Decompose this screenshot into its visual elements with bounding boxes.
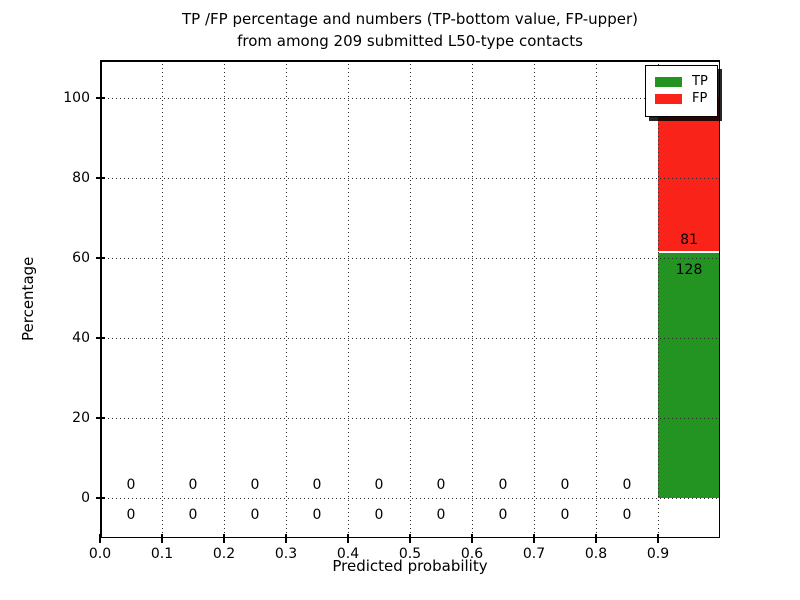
fp-count-label: 0	[436, 476, 446, 493]
tp-count-label: 0	[560, 507, 570, 524]
y-tick-label: 0	[81, 490, 90, 506]
fp-count-label: 0	[126, 476, 136, 493]
x-tick	[285, 533, 287, 543]
v-gridline	[595, 60, 597, 538]
x-tick-label: 0.3	[274, 546, 298, 562]
x-tick-label: 0.9	[646, 546, 670, 562]
v-gridline	[533, 60, 535, 538]
legend-swatch-tp	[655, 77, 682, 87]
fp-count-label: 81	[680, 231, 698, 248]
tp-count-label: 128	[675, 262, 703, 279]
chart-title-block: TP /FP percentage and numbers (TP-bottom…	[100, 8, 720, 52]
y-tick	[95, 417, 105, 419]
legend-label-fp: FP	[692, 91, 708, 106]
v-gridline	[285, 60, 287, 538]
tp-bar	[658, 253, 720, 498]
y-tick	[95, 177, 105, 179]
y-tick-label: 20	[72, 410, 90, 426]
y-tick	[95, 97, 105, 99]
tp-count-label: 0	[188, 507, 198, 524]
top-spine	[100, 60, 720, 62]
tp-count-label: 0	[436, 507, 446, 524]
tp-count-label: 0	[126, 507, 136, 524]
x-tick	[657, 533, 659, 543]
fp-bar	[658, 98, 720, 254]
x-tick-label: 0.7	[522, 546, 546, 562]
x-tick-label: 0.6	[460, 546, 484, 562]
y-tick-label: 100	[63, 90, 90, 106]
fp-count-label: 0	[498, 476, 508, 493]
fp-count-label: 0	[312, 476, 322, 493]
legend-item-fp: FP	[655, 92, 708, 106]
fp-count-label: 0	[622, 476, 632, 493]
fp-count-label: 0	[188, 476, 198, 493]
legend: TP FP	[645, 65, 718, 117]
x-tick-label: 0.5	[398, 546, 422, 562]
legend-swatch-fp	[655, 94, 682, 104]
x-tick	[99, 533, 101, 543]
y-tick	[95, 497, 105, 499]
left-spine	[100, 60, 102, 538]
tp-count-label: 0	[498, 507, 508, 524]
y-axis-label: Percentage	[19, 256, 37, 342]
x-tick	[471, 533, 473, 543]
v-gridline	[471, 60, 473, 538]
tp-count-label: 0	[250, 507, 260, 524]
x-tick	[533, 533, 535, 543]
x-tick	[409, 533, 411, 543]
y-tick-label: 60	[72, 250, 90, 266]
x-tick-label: 0.1	[150, 546, 174, 562]
x-tick	[347, 533, 349, 543]
tp-count-label: 0	[312, 507, 322, 524]
legend-item-tp: TP	[655, 75, 708, 89]
tp-count-label: 0	[622, 507, 632, 524]
v-gridline	[161, 60, 163, 538]
fp-count-label: 0	[374, 476, 384, 493]
x-tick	[223, 533, 225, 543]
v-gridline	[657, 60, 659, 538]
y-tick-label: 80	[72, 170, 90, 186]
legend-label-tp: TP	[692, 74, 708, 89]
v-gridline	[347, 60, 349, 538]
tp-count-label: 0	[374, 507, 384, 524]
x-tick	[595, 533, 597, 543]
x-tick-label: 0.0	[88, 546, 112, 562]
chart-subtitle: from among 209 submitted L50-type contac…	[237, 32, 583, 50]
fp-count-label: 0	[560, 476, 570, 493]
v-gridline	[409, 60, 411, 538]
x-tick-label: 0.2	[212, 546, 236, 562]
y-tick	[95, 257, 105, 259]
x-tick-label: 0.4	[336, 546, 360, 562]
right-spine	[718, 60, 720, 538]
y-tick	[95, 337, 105, 339]
chart-title: TP /FP percentage and numbers (TP-bottom…	[182, 10, 638, 28]
fp-count-label: 0	[250, 476, 260, 493]
y-tick-label: 40	[72, 330, 90, 346]
x-axis-label: Predicted probability	[332, 557, 488, 575]
v-gridline	[223, 60, 225, 538]
x-tick-label: 0.8	[584, 546, 608, 562]
x-tick	[161, 533, 163, 543]
plot-area: TP FP 0 20 40 60 80 100 0.0 0.1 0.2 0.3 0.4 0.5 0.6 0…	[63, 60, 720, 562]
